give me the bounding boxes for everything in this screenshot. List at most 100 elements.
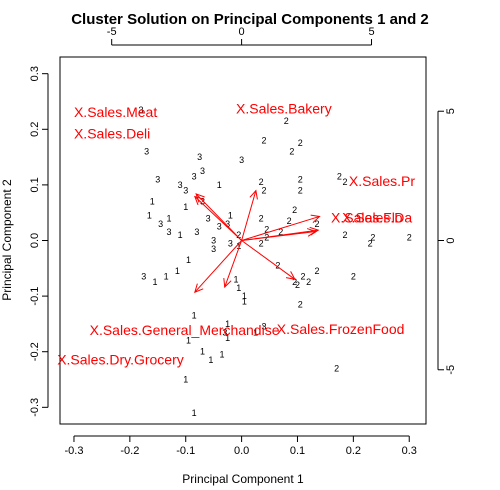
loading-label: X.Sales.General_Merchandise bbox=[90, 322, 280, 338]
loading-label: X.Sales.Pr bbox=[349, 173, 415, 189]
cluster-point: 2 bbox=[298, 299, 303, 309]
cluster-point: 2 bbox=[368, 238, 373, 248]
cluster-point: 1 bbox=[183, 375, 188, 385]
cluster-point: 3 bbox=[225, 219, 230, 229]
loading-arrow: X.Sales.Bakery bbox=[236, 101, 332, 241]
cluster-point: 2 bbox=[292, 277, 297, 287]
right-axis: 5 0 -5 bbox=[437, 108, 457, 375]
cluster-point: 3 bbox=[200, 166, 205, 176]
cluster-point: 1 bbox=[147, 210, 152, 220]
cluster-point: 3 bbox=[211, 244, 216, 254]
cluster-point: 2 bbox=[342, 177, 347, 187]
cluster-point: 2 bbox=[289, 147, 294, 157]
top-tick-label: 0 bbox=[239, 26, 245, 38]
cluster-point: 3 bbox=[228, 238, 233, 248]
x-axis-label: Principal Component 1 bbox=[182, 472, 304, 486]
cluster-point: 1 bbox=[152, 277, 157, 287]
y-tick-label: -0.2 bbox=[29, 342, 41, 361]
loading-label: X.Sales.Da bbox=[342, 210, 412, 226]
arrow-shaft bbox=[241, 190, 257, 241]
cluster-point: 2 bbox=[370, 233, 375, 243]
cluster-point: 3 bbox=[155, 174, 160, 184]
cluster-point: 3 bbox=[206, 213, 211, 223]
cluster-point: 2 bbox=[337, 172, 342, 182]
cluster-point: 2 bbox=[278, 227, 283, 237]
y-tick-label: -0.3 bbox=[29, 398, 41, 417]
cluster-point: 3 bbox=[194, 227, 199, 237]
cluster-point: 1 bbox=[220, 349, 225, 359]
cluster-point: 3 bbox=[222, 327, 227, 337]
cluster-point: 1 bbox=[208, 355, 213, 365]
y-tick-label: -0.1 bbox=[29, 287, 41, 306]
cluster-point: 2 bbox=[236, 230, 241, 240]
cluster-point: 3 bbox=[144, 147, 149, 157]
plot-frame bbox=[59, 56, 427, 425]
arrow-shaft bbox=[241, 215, 320, 241]
cluster-point: 3 bbox=[158, 219, 163, 229]
arrow-head bbox=[249, 189, 258, 200]
loading-arrows-layer: X.Sales.Meat X.Sales.Deli X.Sales.Bakery X.… bbox=[57, 101, 415, 368]
arrow-shaft bbox=[194, 196, 242, 241]
cluster-point: 2 bbox=[259, 238, 264, 248]
loading-label: X.Sales.Meat bbox=[74, 104, 157, 120]
y-tick-label: 0.0 bbox=[29, 233, 41, 248]
cluster-point: 2 bbox=[315, 219, 320, 229]
cluster-point: 2 bbox=[306, 277, 311, 287]
cluster-point: 2 bbox=[259, 177, 264, 187]
cluster-point: 1 bbox=[200, 347, 205, 357]
arrow-head bbox=[309, 226, 320, 236]
arrow-head bbox=[310, 214, 321, 223]
cluster-point: 1 bbox=[164, 272, 169, 282]
left-axis: -0.3 -0.2 -0.1 0.0 0.1 0.2 0.3 bbox=[29, 66, 49, 417]
arrow-head bbox=[223, 278, 232, 289]
cluster-point: 3 bbox=[183, 185, 188, 195]
cluster-point: 3 bbox=[211, 236, 216, 246]
arrow-shaft bbox=[194, 240, 242, 293]
cluster-point: 1 bbox=[225, 319, 230, 329]
right-tick-label: 0 bbox=[445, 237, 457, 243]
arrow-head bbox=[193, 195, 204, 206]
cluster-point: 2 bbox=[298, 185, 303, 195]
loading-label: X.Sales.Flo bbox=[331, 210, 403, 226]
y-tick-label: 0.3 bbox=[29, 66, 41, 81]
cluster-point: 1 bbox=[242, 297, 247, 307]
cluster-point: 2 bbox=[261, 185, 266, 195]
loading-label: X.Sales.Dry.Grocery bbox=[57, 352, 184, 368]
cluster-point: 1 bbox=[192, 408, 197, 418]
cluster-point: 2 bbox=[295, 280, 300, 290]
cluster-point: 1 bbox=[242, 291, 247, 301]
bottom-axis: -0.3 -0.2 -0.1 0.0 0.1 0.2 0.3 bbox=[64, 435, 417, 457]
cluster-point: 3 bbox=[261, 322, 266, 332]
cluster-point: 2 bbox=[407, 233, 412, 243]
x-tick-label: -0.1 bbox=[176, 445, 195, 457]
cluster-point: 2 bbox=[275, 261, 280, 271]
cluster-point: 2 bbox=[292, 205, 297, 215]
chart-title: Cluster Solution on Principal Components… bbox=[71, 11, 429, 28]
x-tick-label: 0.2 bbox=[346, 445, 361, 457]
cluster-point: 1 bbox=[236, 241, 241, 251]
cluster-point: 2 bbox=[301, 272, 306, 282]
cluster-point: 3 bbox=[200, 197, 205, 207]
cluster-point: 1 bbox=[236, 283, 241, 293]
x-tick-label: 0.3 bbox=[402, 445, 417, 457]
cluster-point: 2 bbox=[287, 216, 292, 226]
loading-arrow: X.Sales.General_Merchandise bbox=[90, 240, 280, 338]
cluster-point: 2 bbox=[351, 272, 356, 282]
loading-label: X.Sales.Bakery bbox=[236, 101, 332, 117]
y-tick-label: 0.2 bbox=[29, 122, 41, 137]
x-tick-label: -0.2 bbox=[120, 445, 139, 457]
x-tick-label: -0.3 bbox=[64, 445, 83, 457]
cluster-point: 2 bbox=[261, 135, 266, 145]
cluster-point: 1 bbox=[192, 311, 197, 321]
arrow-head bbox=[194, 283, 204, 294]
cluster-point: 1 bbox=[186, 336, 191, 346]
cluster-point: 3 bbox=[197, 152, 202, 162]
cluster-point: 2 bbox=[334, 363, 339, 373]
cluster-point: 1 bbox=[228, 210, 233, 220]
cluster-point: 1 bbox=[183, 202, 188, 212]
cluster-point: 1 bbox=[225, 333, 230, 343]
top-tick-label: 5 bbox=[368, 26, 374, 38]
cluster-point: 3 bbox=[139, 105, 144, 115]
